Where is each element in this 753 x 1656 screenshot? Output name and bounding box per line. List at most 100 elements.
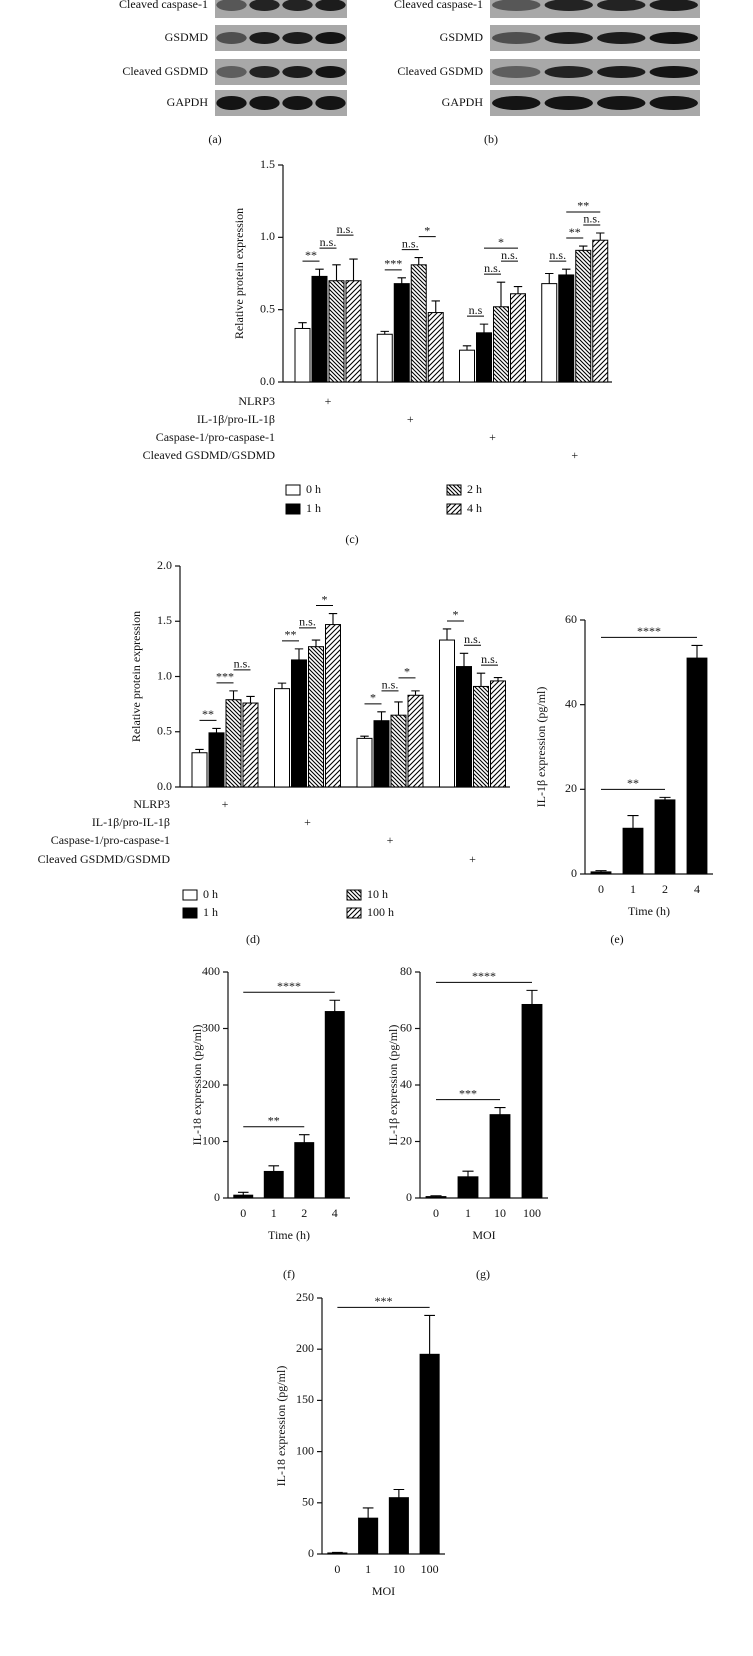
bar <box>328 280 345 383</box>
significance-label: ** <box>305 248 317 262</box>
bar <box>521 1003 543 1199</box>
y-axis-label: IL-18 expression (pg/ml) <box>190 1025 204 1146</box>
legend-label: 1 h <box>306 501 321 515</box>
bar <box>327 1552 348 1555</box>
significance-label: *** <box>216 670 234 684</box>
panel-label: (a) <box>208 132 221 146</box>
blot-band <box>315 0 346 11</box>
bar <box>686 657 708 875</box>
y-tick-label: 0 <box>308 1546 314 1560</box>
row-label: IL-1β/pro-IL-1β <box>197 412 275 426</box>
significance-label: *** <box>375 1294 393 1308</box>
bar <box>425 1196 447 1199</box>
blot-band <box>282 0 313 11</box>
blot-band <box>315 96 346 110</box>
significance-label: * <box>453 608 459 622</box>
blot-strip <box>215 0 347 18</box>
y-tick-label: 40 <box>400 1077 412 1091</box>
error-bar <box>562 268 571 275</box>
significance-label: n.s. <box>464 632 481 646</box>
panel-label: (c) <box>345 532 358 546</box>
y-tick-label: 250 <box>296 1290 314 1304</box>
error-bar <box>659 796 671 800</box>
legend-label: 1 h <box>203 905 218 919</box>
blot-band <box>315 66 346 78</box>
error-bar <box>430 1195 442 1197</box>
y-tick-label: 0.5 <box>260 301 275 315</box>
significance-label: **** <box>472 969 496 983</box>
blot-row-label: GAPDH <box>167 95 209 109</box>
y-axis-label: Relative protein expression <box>129 611 143 742</box>
error-bar <box>496 281 506 307</box>
x-tick-label: 10 <box>494 1206 506 1220</box>
x-tick-label: 2 <box>662 882 668 896</box>
error-bar <box>394 701 403 716</box>
legend-label: 2 h <box>467 482 482 496</box>
error-bar <box>596 232 605 241</box>
y-tick-label: 1.5 <box>260 157 275 171</box>
y-tick-label: 150 <box>296 1392 314 1406</box>
blot-band <box>282 66 313 78</box>
legend-swatch <box>446 503 462 515</box>
error-bar <box>294 648 304 660</box>
error-bar <box>237 1191 249 1196</box>
bar <box>489 1114 511 1199</box>
bar <box>294 327 311 383</box>
error-bar <box>595 870 607 872</box>
row-label: Caspase-1/pro-caspase-1 <box>51 833 170 847</box>
bar <box>558 274 575 383</box>
y-tick-label: 0.5 <box>157 724 172 738</box>
bar <box>263 1170 284 1199</box>
error-bar <box>377 711 386 721</box>
bar <box>208 732 225 788</box>
x-axis-label: Time (h) <box>628 904 670 918</box>
bar <box>410 264 427 383</box>
bar <box>376 333 393 383</box>
y-tick-label: 0 <box>571 866 577 880</box>
blot-band <box>249 96 280 110</box>
blot-band <box>544 32 593 44</box>
significance-label: n.s. <box>337 222 354 236</box>
significance-label: n.s. <box>382 678 399 692</box>
blot-band <box>649 32 698 44</box>
y-tick-label: 1.0 <box>157 668 172 682</box>
row-label: Cleaved GSDMD/GSDMD <box>38 852 171 866</box>
bar <box>439 639 455 788</box>
bar <box>427 312 444 383</box>
legend-swatch <box>346 889 362 901</box>
legend-label: 100 h <box>367 905 394 919</box>
row-label: IL-1β/pro-IL-1β <box>92 815 170 829</box>
significance-label: * <box>404 665 410 679</box>
legend-swatch <box>182 907 198 919</box>
x-tick-label: 1 <box>465 1206 471 1220</box>
row-marker: + <box>407 412 414 426</box>
blot-band <box>216 96 247 110</box>
row-marker: + <box>489 430 496 444</box>
blot-band <box>249 66 280 78</box>
row-marker: + <box>325 394 332 408</box>
x-tick-label: 100 <box>421 1562 439 1576</box>
error-bar <box>691 644 703 659</box>
error-bar <box>229 690 238 700</box>
blot-band <box>282 96 313 110</box>
panel-label: (b) <box>484 132 498 146</box>
legend-swatch <box>446 484 462 496</box>
blot-band <box>597 66 646 78</box>
bar <box>473 685 489 788</box>
blot-band <box>492 66 541 78</box>
blot-row-label: GSDMD <box>440 30 484 44</box>
blot-band <box>216 0 247 11</box>
row-label: Caspase-1/pro-caspase-1 <box>156 430 275 444</box>
error-bar <box>627 815 639 829</box>
significance-label: * <box>424 223 430 237</box>
bar <box>274 688 290 788</box>
blot-band <box>249 0 280 11</box>
bar <box>345 280 362 383</box>
error-bar <box>424 1314 435 1355</box>
legend-swatch <box>182 889 198 901</box>
error-bar <box>360 735 369 739</box>
error-bar <box>476 672 486 687</box>
bar <box>308 646 324 788</box>
bar <box>358 1517 379 1555</box>
bar <box>242 702 259 788</box>
